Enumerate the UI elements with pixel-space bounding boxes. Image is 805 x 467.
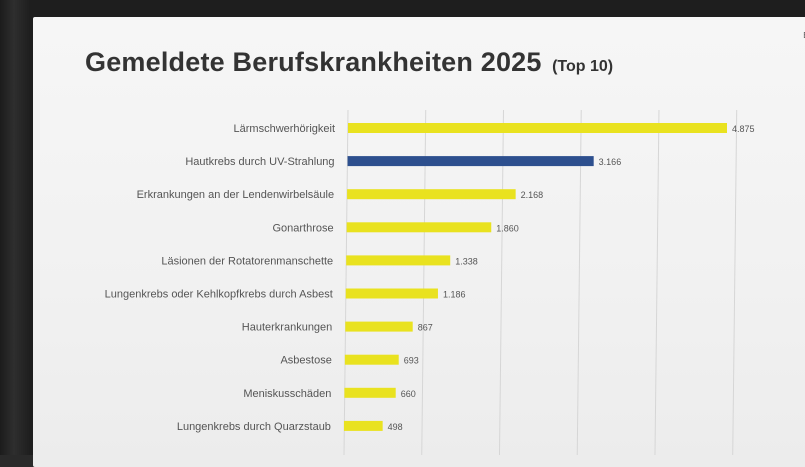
category-label: Lungenkrebs oder Kehlkopfkrebs durch Asb… xyxy=(105,289,333,301)
bar xyxy=(345,288,438,299)
data-label: 867 xyxy=(418,323,433,333)
category-label: Erkrankungen an der Lendenwirbelsäule xyxy=(137,189,335,201)
bar xyxy=(343,420,383,431)
projection-screen: Be Gemeldete Berufskrankheiten 2025 (Top… xyxy=(33,17,805,467)
bar xyxy=(345,321,413,332)
gridline xyxy=(343,109,349,455)
bar xyxy=(346,222,492,233)
data-label: 1.338 xyxy=(455,256,478,266)
bar xyxy=(348,123,727,133)
data-label: 3.166 xyxy=(599,157,622,167)
data-label: 498 xyxy=(388,422,403,432)
gridline xyxy=(654,109,660,455)
chart-title-block: Gemeldete Berufskrankheiten 2025 (Top 10… xyxy=(85,47,613,78)
category-label: Lärmschwerhörigkeit xyxy=(234,123,335,135)
data-label: 1.186 xyxy=(443,290,466,300)
data-label: 1.860 xyxy=(496,223,519,233)
bar xyxy=(344,354,399,365)
category-label: Hautkrebs durch UV-Strahlung xyxy=(185,156,334,168)
chart-subtitle: (Top 10) xyxy=(552,58,614,75)
category-label: Läsionen der Rotatorenmanschette xyxy=(161,255,333,267)
data-label: 693 xyxy=(404,356,419,366)
category-label: Meniskusschäden xyxy=(243,388,331,400)
data-label: 660 xyxy=(401,389,416,399)
bar-chart: Lärmschwerhörigkeit 4.875 Hautkrebs durch … xyxy=(105,109,755,455)
data-label: 4.875 xyxy=(732,124,755,134)
bar xyxy=(347,156,594,167)
gridline xyxy=(421,109,427,455)
chart-title: Gemeldete Berufskrankheiten 2025 xyxy=(85,47,542,77)
category-label: Hauterkrankungen xyxy=(242,322,333,334)
category-label: Asbestose xyxy=(280,355,331,367)
bar xyxy=(347,189,516,200)
gridline xyxy=(498,109,504,455)
category-label: Lungenkrebs durch Quarzstaub xyxy=(177,421,331,433)
category-label: Gonarthrose xyxy=(272,222,333,234)
corner-label: Be xyxy=(803,31,805,40)
gridline xyxy=(732,109,738,455)
bar xyxy=(346,255,451,266)
bar xyxy=(344,387,396,398)
data-label: 2.168 xyxy=(521,190,544,200)
gridline xyxy=(576,109,582,455)
